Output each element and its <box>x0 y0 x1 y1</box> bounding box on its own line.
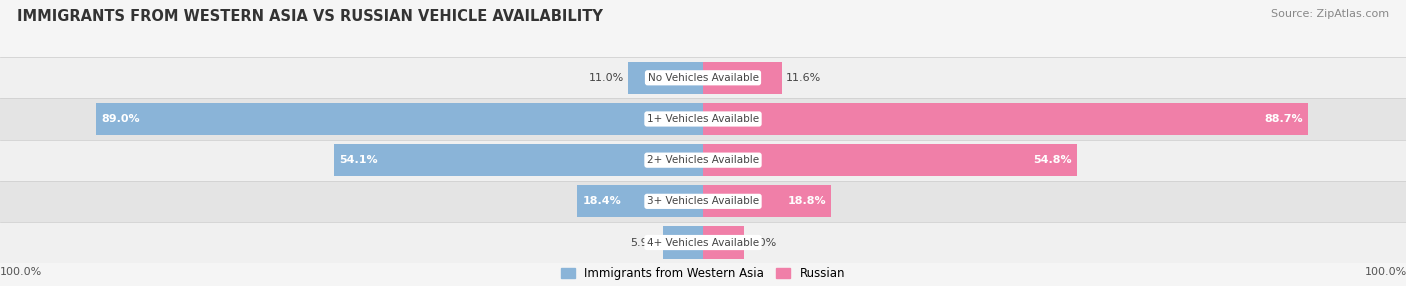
Text: 18.4%: 18.4% <box>583 196 621 206</box>
Bar <box>0 98 1406 140</box>
Text: 11.0%: 11.0% <box>589 73 624 83</box>
Text: 1+ Vehicles Available: 1+ Vehicles Available <box>647 114 759 124</box>
Text: 4+ Vehicles Available: 4+ Vehicles Available <box>647 238 759 247</box>
Bar <box>703 185 831 217</box>
Text: 54.1%: 54.1% <box>339 155 378 165</box>
Bar <box>0 57 1406 98</box>
Bar <box>0 181 1406 222</box>
Text: 88.7%: 88.7% <box>1264 114 1303 124</box>
Bar <box>333 144 703 176</box>
Bar <box>0 222 1406 263</box>
Bar <box>0 140 1406 181</box>
Text: 3+ Vehicles Available: 3+ Vehicles Available <box>647 196 759 206</box>
Bar <box>628 62 703 94</box>
Text: IMMIGRANTS FROM WESTERN ASIA VS RUSSIAN VEHICLE AVAILABILITY: IMMIGRANTS FROM WESTERN ASIA VS RUSSIAN … <box>17 9 603 23</box>
Text: 89.0%: 89.0% <box>101 114 139 124</box>
Text: No Vehicles Available: No Vehicles Available <box>648 73 758 83</box>
Text: 5.9%: 5.9% <box>630 238 658 247</box>
Bar <box>703 144 1077 176</box>
Text: 6.0%: 6.0% <box>748 238 776 247</box>
Text: Source: ZipAtlas.com: Source: ZipAtlas.com <box>1271 9 1389 19</box>
Bar <box>703 103 1309 135</box>
Bar <box>578 185 703 217</box>
Bar <box>662 227 703 259</box>
Text: 54.8%: 54.8% <box>1033 155 1071 165</box>
Bar <box>703 62 782 94</box>
Text: 18.8%: 18.8% <box>787 196 825 206</box>
Bar <box>703 227 744 259</box>
Bar <box>96 103 703 135</box>
Legend: Immigrants from Western Asia, Russian: Immigrants from Western Asia, Russian <box>561 267 845 280</box>
Text: 11.6%: 11.6% <box>786 73 821 83</box>
Text: 2+ Vehicles Available: 2+ Vehicles Available <box>647 155 759 165</box>
